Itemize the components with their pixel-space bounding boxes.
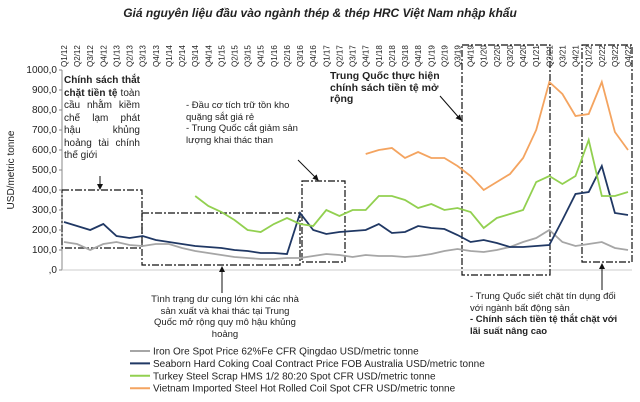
x-tick-label: Q2/19 — [440, 45, 449, 67]
x-tick-label: Q1/16 — [270, 45, 279, 67]
annotation: Chính sách thắt chặt tiền tệ toàn cầu nh… — [64, 75, 140, 163]
x-tick-label: Q4/19 — [467, 45, 476, 67]
x-tick-label: Q1/17 — [322, 45, 331, 67]
x-tick-label: Q4/22 — [624, 45, 633, 67]
x-tick-label: Q1/22 — [585, 45, 594, 67]
series-line — [63, 163, 629, 255]
annotation: - Trung Quốc siết chặt tín dụng đối với … — [470, 291, 630, 337]
x-tick-label: Q3/17 — [349, 45, 358, 67]
x-tick-label: Q3/21 — [558, 45, 567, 67]
x-tick-label: Q1/13 — [112, 45, 121, 67]
x-tick-label: Q4/17 — [362, 45, 371, 67]
annotation-box — [61, 189, 143, 249]
y-tick-label: 300,0 — [32, 205, 57, 216]
x-tick-label: Q2/20 — [493, 45, 502, 67]
x-tick-label: Q4/13 — [152, 45, 161, 67]
x-tick-label: Q2/15 — [231, 45, 240, 67]
annotation-text: - Trung Quốc siết chặt tín dụng đối với … — [470, 291, 616, 314]
y-tick-label: 900,0 — [32, 85, 57, 96]
y-tick-label: 100,0 — [32, 245, 57, 256]
annotation: - Đầu cơ tích trữ tồn kho quặng sắt giá … — [186, 100, 301, 146]
y-tick-label: 800,0 — [32, 105, 57, 116]
y-tick-label: ,0 — [49, 265, 58, 276]
x-tick-label: Q3/12 — [86, 45, 95, 67]
x-tick-label: Q2/17 — [335, 45, 344, 67]
annotation-text: Tình trạng dư cung lớn khi các nhà sản x… — [151, 294, 299, 340]
annotation-box — [301, 180, 346, 263]
annotation-text: - Trung Quốc cắt giảm sản lượng khai thá… — [186, 123, 298, 146]
x-tick-label: Q4/18 — [414, 45, 423, 67]
x-tick-label: Q4/12 — [99, 45, 108, 67]
series-line — [365, 79, 629, 192]
x-tick-label: Q2/13 — [126, 45, 135, 67]
y-axis-label: USD/metric tonne — [6, 130, 17, 209]
legend-label: Vietnam Imported Steel Hot Rolled Coil S… — [153, 384, 456, 395]
legend-label: Iron Ore Spot Price 62%Fe CFR Qingdao US… — [153, 347, 419, 358]
x-tick-label: Q1/18 — [375, 45, 384, 67]
arrow — [297, 159, 319, 181]
x-tick-label: Q2/18 — [388, 45, 397, 67]
annotation-text: - Đầu cơ tích trữ tồn kho quặng sắt giá … — [186, 100, 290, 123]
x-tick-label: Q2/21 — [545, 45, 554, 67]
x-tick-label: Q1/14 — [165, 45, 174, 67]
series-line — [194, 136, 629, 233]
annotation-text: Trung Quốc thực hiện chính sách tiền tệ … — [330, 70, 440, 105]
annotation-box — [141, 212, 301, 266]
x-tick-label: Q4/14 — [204, 45, 213, 67]
x-tick-label: Q1/21 — [532, 45, 541, 67]
x-tick-label: Q3/20 — [506, 45, 515, 67]
x-tick-label: Q4/15 — [257, 45, 266, 67]
chart-title: Giá nguyên liệu đầu vào ngành thép & thé… — [123, 6, 517, 20]
x-tick-label: Q1/20 — [480, 45, 489, 67]
x-tick-label: Q2/22 — [598, 45, 607, 67]
legend-label: Seaborn Hard Coking Coal Contract Price … — [153, 359, 485, 370]
x-tick-label: Q4/21 — [572, 45, 581, 67]
annotation-text: - Chính sách tiền tệ thắt chặt với lãi s… — [470, 314, 618, 337]
annotation: Trung Quốc thực hiện chính sách tiền tệ … — [330, 70, 440, 106]
annotation-box — [581, 44, 633, 263]
x-tick-label: Q3/14 — [191, 45, 200, 67]
x-tick-label: Q2/14 — [178, 45, 187, 67]
series-line — [63, 228, 629, 260]
x-tick-label: Q1/12 — [60, 45, 69, 67]
annotation: Tình trạng dư cung lớn khi các nhà sản x… — [150, 294, 300, 340]
y-tick-label: 500,0 — [32, 165, 57, 176]
x-tick-label: Q1/19 — [427, 45, 436, 67]
legend-label: Turkey Steel Scrap HMS 1/2 80:20 Spot CF… — [153, 371, 436, 382]
x-tick-label: Q3/16 — [296, 45, 305, 67]
x-tick-label: Q3/19 — [453, 45, 462, 67]
x-tick-label: Q4/16 — [309, 45, 318, 67]
x-tick-label: Q3/18 — [401, 45, 410, 67]
annotation-text: toàn cầu nhằm kiềm chế lạm phát hậu khủn… — [64, 87, 141, 162]
x-tick-label: Q2/12 — [73, 45, 82, 67]
x-tick-label: Q3/13 — [139, 45, 148, 67]
y-tick-label: 400,0 — [32, 185, 57, 196]
y-tick-label: 700,0 — [32, 125, 57, 136]
arrow — [439, 95, 462, 121]
annotation-box — [461, 44, 551, 276]
annotation-text: Chính sách thắt chặt tiền tệ — [64, 75, 140, 99]
x-tick-label: Q1/15 — [217, 45, 226, 67]
x-tick-label: Q4/20 — [519, 45, 528, 67]
x-tick-label: Q2/16 — [283, 45, 292, 67]
y-tick-label: 1000,0 — [26, 65, 57, 76]
x-tick-label: Q3/22 — [611, 45, 620, 67]
y-tick-label: 200,0 — [32, 225, 57, 236]
x-tick-label: Q3/15 — [244, 45, 253, 67]
y-tick-label: 600,0 — [32, 145, 57, 156]
